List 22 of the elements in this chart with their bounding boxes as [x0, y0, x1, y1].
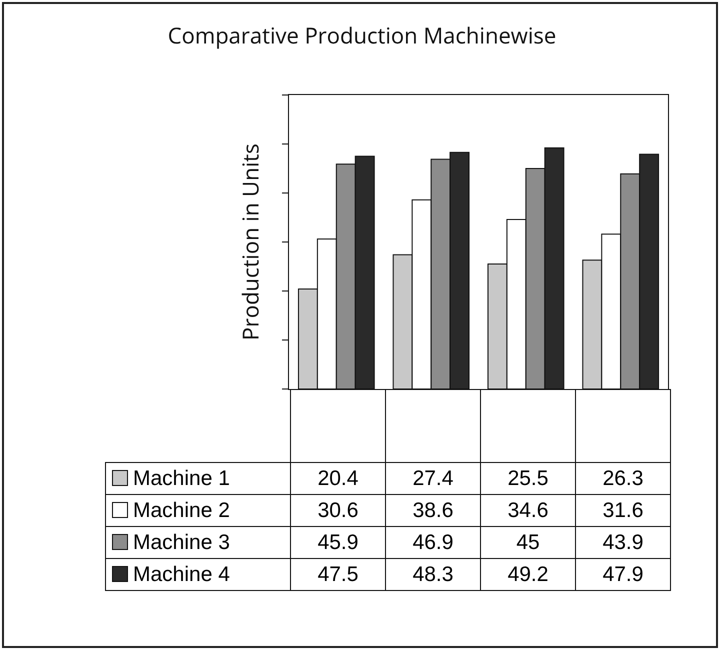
data-label: 27.4 — [386, 462, 480, 494]
legend-label: Machine 2 — [133, 498, 230, 522]
legend-label: Machine 1 — [133, 466, 230, 490]
data-label: 26.3 — [576, 462, 670, 494]
data-label: 25.5 — [480, 462, 576, 494]
data-label: 45 — [480, 526, 576, 558]
data-label: 20.4 — [290, 462, 386, 494]
legend-label: Machine 3 — [133, 530, 230, 554]
chart-title: Comparative Production Machinewise — [168, 20, 556, 51]
data-label: 30.6 — [290, 494, 386, 526]
data-label: 38.6 — [386, 494, 480, 526]
legend-label: Machine 4 — [133, 562, 230, 586]
data-label: 34.6 — [480, 494, 576, 526]
data-label: 31.6 — [576, 494, 670, 526]
data-label: 48.3 — [386, 558, 480, 590]
data-label: 47.5 — [290, 558, 386, 590]
y-axis-title: Production in Units — [235, 144, 266, 340]
data-label: 46.9 — [386, 526, 480, 558]
data-label: 49.2 — [480, 558, 576, 590]
data-label: 43.9 — [576, 526, 670, 558]
data-label: 47.9 — [576, 558, 670, 590]
data-label: 45.9 — [290, 526, 386, 558]
